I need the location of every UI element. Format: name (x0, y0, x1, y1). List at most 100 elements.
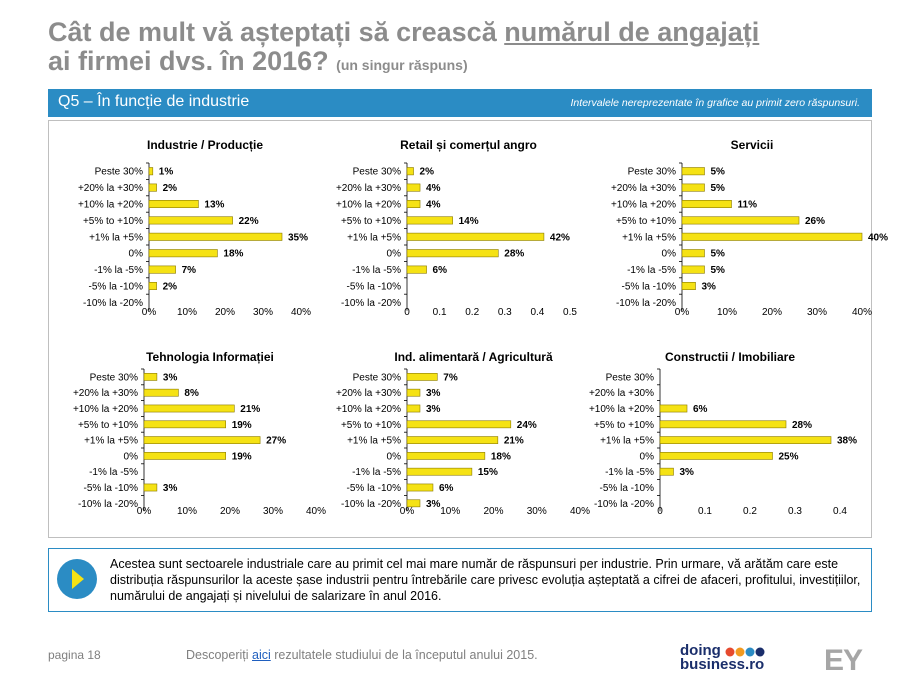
category-label: +10% la +20% (611, 200, 676, 211)
category-label: -5% la -10% (89, 282, 144, 293)
banner-note: Intervalele nereprezentate în grafice au… (570, 97, 860, 109)
bar (681, 265, 705, 274)
data-label: 35% (288, 232, 308, 243)
x-tick-label: 20% (220, 506, 240, 517)
category-label: -10% la -20% (616, 298, 676, 309)
data-label: 6% (693, 404, 708, 415)
footer-text-after: rezultatele studiului de la începutul an… (270, 648, 538, 662)
x-tick-label: 0.2 (743, 506, 757, 517)
footer-text: Descoperiți aici rezultatele studiului d… (186, 648, 538, 662)
x-tick-label: 0.2 (465, 307, 479, 318)
bar (406, 167, 414, 176)
bar (681, 216, 800, 225)
x-tick-label: 0.1 (433, 307, 447, 318)
x-tick-label: 0% (142, 307, 157, 318)
category-label: 0% (129, 249, 144, 260)
x-tick-label: 40% (306, 506, 326, 517)
data-label: 7% (443, 372, 458, 383)
bar (148, 249, 218, 258)
x-tick-label: 10% (177, 506, 197, 517)
title-underlined: numărul de angajați (504, 17, 760, 47)
bar (148, 183, 157, 192)
x-tick-label: 10% (717, 307, 737, 318)
category-label: -1% la -5% (94, 265, 143, 276)
data-label: 21% (504, 436, 524, 447)
doingbusiness-logo[interactable]: doing business.ro (680, 642, 780, 676)
bar (406, 404, 421, 413)
category-label: -10% la -20% (341, 499, 401, 510)
bar (143, 404, 235, 413)
category-label: +1% la +5% (347, 232, 401, 243)
data-label: 2% (163, 282, 178, 293)
bar (406, 373, 438, 381)
bar (143, 436, 261, 444)
bar (406, 436, 499, 444)
ey-logo: EY (824, 644, 863, 677)
category-label: +10% la +20% (73, 404, 138, 415)
bar (659, 420, 787, 429)
bar (143, 373, 158, 381)
x-tick-label: 0% (675, 307, 690, 318)
bar (148, 216, 233, 225)
bar (406, 420, 512, 429)
data-label: 3% (702, 282, 717, 293)
category-label: +1% la +5% (89, 232, 143, 243)
data-label: 28% (792, 420, 812, 431)
category-label: 0% (387, 249, 402, 260)
data-label: 4% (426, 183, 441, 194)
x-tick-label: 20% (483, 506, 503, 517)
x-tick-label: 0% (400, 506, 415, 517)
category-label: Peste 30% (95, 167, 143, 178)
chart-title: Industrie / Producție (147, 138, 263, 152)
data-label: 3% (426, 388, 441, 399)
bar (659, 467, 674, 476)
data-label: 1% (159, 167, 174, 178)
section-banner: Q5 – În funcție de industrie Intervalele… (48, 89, 872, 117)
x-tick-label: 0.3 (788, 506, 802, 517)
data-label: 38% (837, 436, 857, 447)
charts-panel: Industrie / Producție Peste 30% 1% +20% la … (48, 120, 888, 538)
category-label: 0% (387, 451, 402, 462)
bar (659, 452, 773, 460)
chart-title: Tehnologia Informației (146, 350, 274, 364)
chart-title: Constructii / Imobiliare (665, 350, 795, 364)
category-label: -10% la -20% (83, 298, 143, 309)
data-label: 6% (439, 483, 454, 494)
data-label: 11% (738, 200, 758, 211)
bar (406, 483, 434, 492)
bar (681, 232, 863, 241)
category-label: -10% la -20% (78, 499, 138, 510)
category-label: -1% la -5% (605, 467, 654, 478)
bar (659, 404, 688, 413)
data-label: 3% (163, 483, 178, 494)
x-tick-label: 0 (404, 307, 410, 318)
bar (406, 452, 486, 460)
data-label: 27% (266, 436, 286, 447)
data-label: 5% (711, 167, 726, 178)
data-label: 5% (711, 249, 726, 260)
category-label: -1% la -5% (352, 265, 401, 276)
bar (681, 249, 705, 258)
footer-link[interactable]: aici (252, 648, 271, 662)
category-label: +5% to +10% (594, 420, 654, 431)
chart-title: Servicii (731, 138, 774, 152)
x-tick-label: 0.4 (833, 506, 847, 517)
data-label: 13% (204, 200, 224, 211)
chart-title: Ind. alimentară / Agricultură (394, 350, 553, 364)
chart-title: Retail și comerțul angro (400, 138, 537, 152)
category-label: Peste 30% (353, 167, 401, 178)
category-label: -1% la -5% (627, 265, 676, 276)
category-label: 0% (662, 249, 677, 260)
data-label: 15% (478, 467, 498, 478)
title-line2: ai firmei dvs. în 2016? (48, 46, 329, 76)
x-tick-label: 20% (762, 307, 782, 318)
category-label: +5% to +10% (341, 216, 401, 227)
bar (148, 282, 157, 290)
x-tick-label: 0 (657, 506, 663, 517)
bar (406, 183, 421, 192)
x-tick-label: 40% (570, 506, 590, 517)
data-label: 3% (680, 467, 695, 478)
category-label: +1% la +5% (84, 436, 138, 447)
data-label: 26% (805, 216, 825, 227)
category-label: +5% to +10% (78, 420, 138, 431)
